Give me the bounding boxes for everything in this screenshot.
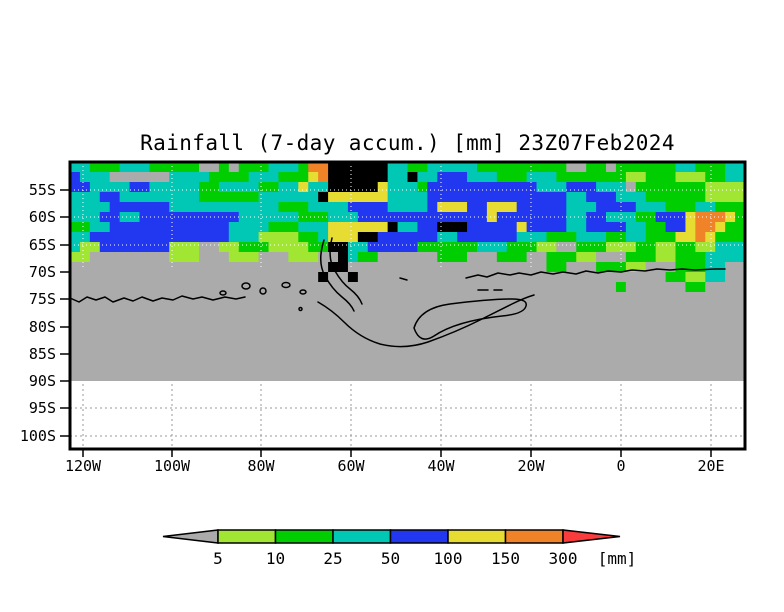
colorbar-tick-label: 10 bbox=[266, 549, 285, 568]
lon-tick-label: 20E bbox=[697, 457, 724, 475]
lat-tick-label: 90S bbox=[29, 372, 56, 390]
chart-title: Rainfall (7-day accum.) [mm] 23Z07Feb202… bbox=[140, 131, 675, 155]
coastline-contours bbox=[69, 237, 726, 348]
plot-frame bbox=[68, 160, 747, 451]
colorbar-unit-label: [mm] bbox=[598, 549, 637, 568]
colorbar: 5 10 25 50 100 150 300 [mm] bbox=[162, 529, 637, 568]
lat-tick-label: 60S bbox=[29, 208, 56, 226]
colorbar-segment bbox=[217, 529, 277, 544]
lat-tick-label: 75S bbox=[29, 290, 56, 308]
lon-tick-label: 0 bbox=[616, 457, 625, 475]
colorbar-segment bbox=[274, 529, 334, 544]
colorbar-segment bbox=[504, 529, 564, 544]
map-area bbox=[68, 160, 747, 451]
lat-tick-label: 80S bbox=[29, 318, 56, 336]
lon-tick-label: 120W bbox=[65, 457, 102, 475]
lon-tick-label: 80W bbox=[247, 457, 275, 475]
colorbar-tick-label: 100 bbox=[434, 549, 463, 568]
lat-tick-label: 65S bbox=[29, 236, 56, 254]
lon-tick-label: 60W bbox=[337, 457, 365, 475]
colorbar-segment bbox=[447, 529, 507, 544]
lon-tick-label: 100W bbox=[154, 457, 191, 475]
lon-tick-label: 40W bbox=[427, 457, 455, 475]
colorbar-tick-label: 150 bbox=[491, 549, 520, 568]
colorbar-tick-label: 300 bbox=[549, 549, 578, 568]
lat-tick-label: 70S bbox=[29, 263, 56, 281]
colorbar-tick-label: 50 bbox=[381, 549, 400, 568]
colorbar-under-arrow bbox=[162, 529, 219, 544]
lat-tick-label: 85S bbox=[29, 345, 56, 363]
colorbar-tick-label: 5 bbox=[213, 549, 223, 568]
colorbar-segment bbox=[389, 529, 449, 544]
longitude-axis: 120W 100W 80W 60W 40W 20W 0 20E bbox=[65, 449, 725, 475]
colorbar-tick-label: 25 bbox=[323, 549, 342, 568]
lon-tick-label: 20W bbox=[517, 457, 545, 475]
gridlines bbox=[70, 162, 745, 447]
lat-tick-label: 55S bbox=[29, 181, 56, 199]
lat-tick-label: 95S bbox=[29, 399, 56, 417]
rainfall-raster bbox=[70, 162, 746, 313]
colorbar-over-arrow bbox=[562, 529, 621, 544]
colorbar-segment bbox=[332, 529, 392, 544]
lat-tick-label: 100S bbox=[20, 427, 56, 445]
latitude-axis: 55S 60S 65S 70S 75S 80S 85S 90S 95S 100S bbox=[20, 181, 70, 445]
